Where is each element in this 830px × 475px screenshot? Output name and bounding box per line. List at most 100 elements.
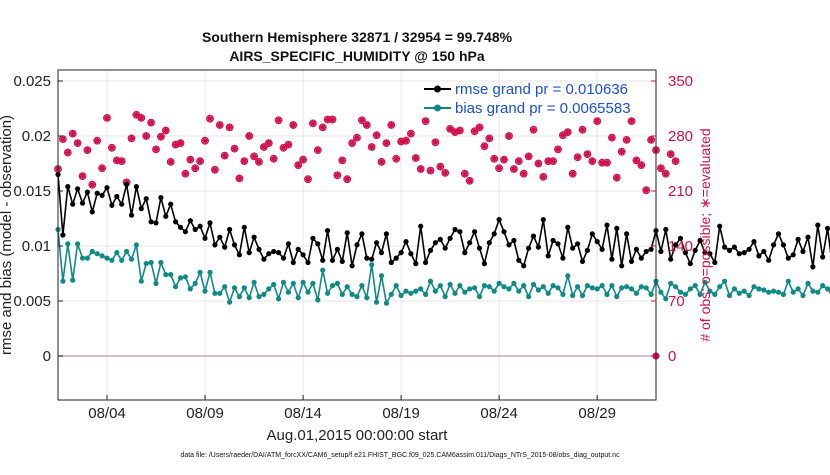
bias-point (153, 281, 158, 286)
rmse-point (163, 214, 168, 219)
rmse-point (747, 247, 752, 252)
rmse-point (467, 240, 472, 245)
bias-point (727, 293, 732, 298)
bias-point (722, 279, 727, 284)
rmse-point (399, 250, 404, 255)
rmse-point (193, 227, 198, 232)
rmse-point (624, 231, 629, 236)
data-file-footnote: data file: /Users/raeder/DAI/ATM_forcXX/… (180, 452, 620, 459)
rmse-point (614, 226, 619, 231)
bias-point (168, 272, 173, 277)
rmse-point (227, 227, 232, 232)
bias-point (222, 284, 227, 289)
bias-point (183, 274, 188, 279)
rmse-point (178, 225, 183, 230)
rmse-point (379, 250, 384, 255)
bias-point (492, 289, 497, 294)
bias-point (482, 283, 487, 288)
rmse-point (551, 238, 556, 243)
rmse-point (80, 201, 85, 206)
bias-point (477, 294, 482, 299)
bias-point (747, 293, 752, 298)
bias-point (296, 295, 301, 300)
rmse-point (619, 263, 624, 268)
bias-point (541, 284, 546, 289)
bias-point (820, 283, 825, 288)
bias-point (737, 291, 742, 296)
bias-point (325, 291, 330, 296)
rmse-point (90, 209, 95, 214)
rmse-point (281, 256, 286, 261)
bias-point (256, 294, 261, 299)
bias-point (751, 284, 756, 289)
bias-point (80, 256, 85, 261)
bias-point (624, 284, 629, 289)
bias-point (305, 290, 310, 295)
rmse-point (428, 248, 433, 253)
bias-point (359, 283, 364, 288)
bias-point (457, 283, 462, 288)
bias-point (315, 297, 320, 302)
bias-point (501, 284, 506, 289)
rmse-point (575, 241, 580, 246)
bias-point (281, 280, 286, 285)
bias-point (639, 284, 644, 289)
rmse-point (560, 256, 565, 261)
rmse-point (237, 252, 242, 257)
bias-point (800, 293, 805, 298)
bias-point (188, 286, 193, 291)
rmse-point (751, 239, 756, 244)
bias-point (354, 294, 359, 299)
rmse-point (389, 260, 394, 265)
rmse-point (296, 247, 301, 252)
bias-point (237, 294, 242, 299)
rmse-point (531, 234, 536, 239)
rmse-point (403, 239, 408, 244)
rmse-point (791, 252, 796, 257)
bias-point (781, 292, 786, 297)
x-tick-label: 08/09 (186, 405, 224, 422)
rmse-point (639, 256, 644, 261)
rmse-point (124, 182, 129, 187)
rmse-point (212, 242, 217, 247)
bias-point (403, 289, 408, 294)
bias-point (791, 290, 796, 295)
rmse-point (207, 220, 212, 225)
rmse-point (153, 220, 158, 225)
rmse-point (570, 246, 575, 251)
rmse-point (173, 219, 178, 224)
bias-point (668, 281, 673, 286)
bias-point (65, 241, 70, 246)
legend-rmse-marker (434, 86, 441, 93)
bias-point (521, 283, 526, 288)
chart-subtitle: AIRS_SPECIFIC_HUMIDITY @ 150 hPa (229, 48, 485, 64)
rmse-point (722, 245, 727, 250)
rmse-point (95, 191, 100, 196)
bias-point (134, 242, 139, 247)
bias-point (786, 279, 791, 284)
bias-point (560, 292, 565, 297)
x-tick-label: 08/24 (480, 405, 518, 422)
rmse-point (100, 193, 105, 198)
rmse-point (114, 194, 119, 199)
rmse-point (423, 260, 428, 265)
bias-point (202, 289, 207, 294)
rmse-point (717, 224, 722, 229)
rmse-point (771, 242, 776, 247)
bias-point (193, 281, 198, 286)
bias-point (776, 290, 781, 295)
bias-point (320, 268, 325, 273)
bias-point (717, 284, 722, 289)
bias-point (227, 300, 232, 305)
rmse-point (217, 235, 222, 240)
rmse-point (345, 230, 350, 235)
bias-point (301, 280, 306, 285)
bias-point (600, 283, 605, 288)
rmse-point (276, 250, 281, 255)
bias-point (526, 294, 531, 299)
rmse-point (359, 231, 364, 236)
rmse-point (800, 249, 805, 254)
y-tick-label-right: 280 (668, 128, 693, 145)
rmse-point (418, 224, 423, 229)
